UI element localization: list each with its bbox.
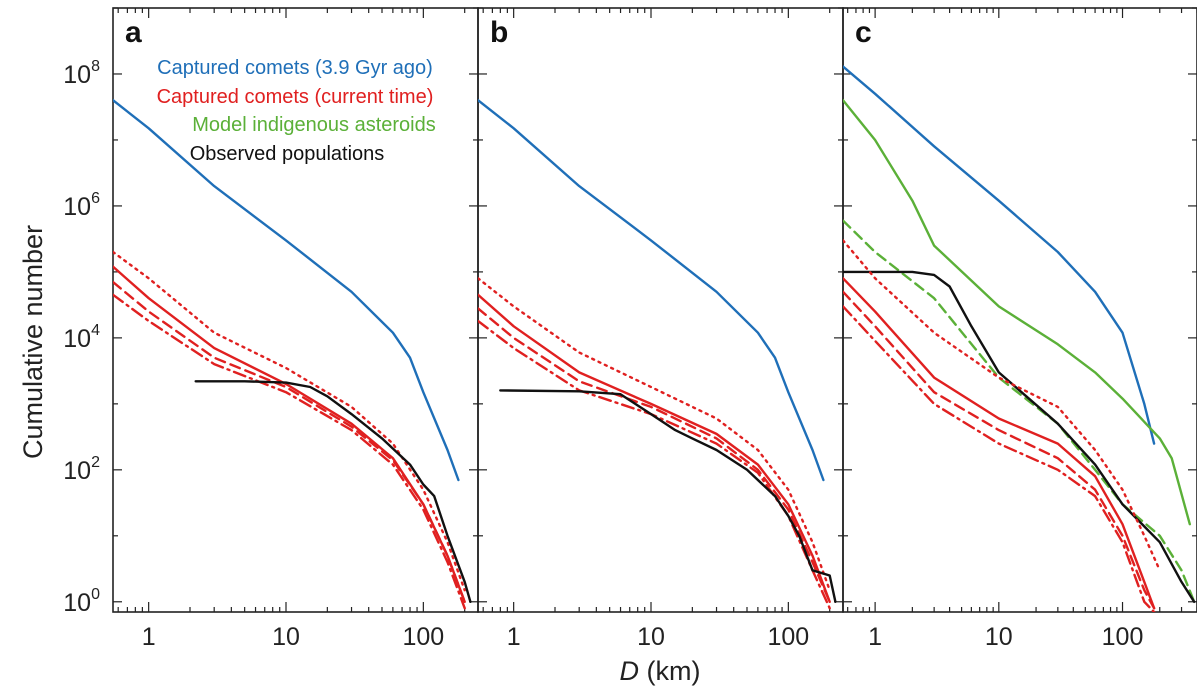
x-tick-label: 1 <box>142 623 156 651</box>
y-tick-labels: 100 102 104 106 108 <box>63 58 100 617</box>
series-red-dotted <box>843 239 1162 572</box>
panel-frame-b <box>477 7 844 613</box>
panel-series-b <box>478 98 837 610</box>
series-red-dashed <box>478 307 831 603</box>
x-axis-title-variable: D <box>620 656 640 686</box>
x-tick-label: 10 <box>985 623 1013 651</box>
series-green-solid <box>843 98 1192 526</box>
x-tick-label: 1 <box>868 623 882 651</box>
legend: Captured comets (3.9 Gyr ago) Captured c… <box>157 57 436 165</box>
series-black-solid <box>843 270 1196 603</box>
panel-label-b: b <box>490 16 508 49</box>
legend-item-model-indigenous-asteroids: Model indigenous asteroids <box>192 114 436 136</box>
legend-item-captured-comets-current: Captured comets (current time) <box>157 86 434 108</box>
series-red-dashed <box>113 280 466 603</box>
y-tick-label: 108 <box>63 58 100 89</box>
panel-series-c <box>843 65 1196 612</box>
x-tick-label: 10 <box>272 623 300 651</box>
x-tick-label: 10 <box>637 623 665 651</box>
panel-frame-c <box>842 7 1197 613</box>
y-tick-label: 104 <box>63 322 100 353</box>
x-tick-labels: 1 10 100 1 10 100 1 10 100 <box>142 623 1144 651</box>
series-layer <box>113 65 1196 612</box>
panel-label-a: a <box>125 16 142 49</box>
legend-item-captured-comets-3.9gyr: Captured comets (3.9 Gyr ago) <box>157 57 433 79</box>
series-red-dashdot <box>843 305 1156 612</box>
series-blue-solid <box>843 65 1156 445</box>
series-red-solid <box>478 293 831 603</box>
y-tick-label: 106 <box>63 190 100 221</box>
y-tick-label: 100 <box>63 586 100 617</box>
series-red-solid <box>843 277 1156 610</box>
series-black-solid <box>194 380 472 603</box>
x-tick-label: 100 <box>402 623 444 651</box>
x-tick-label: 100 <box>767 623 809 651</box>
x-axis-title-unit: (km) <box>639 656 700 686</box>
series-red-solid <box>113 265 466 603</box>
panels-layer: a b c <box>112 7 1197 613</box>
y-axis-title: Cumulative number <box>18 225 48 459</box>
y-tick-label: 102 <box>63 454 100 485</box>
x-axis-title: D (km) <box>620 656 701 686</box>
series-red-dotted <box>113 250 466 592</box>
series-black-solid <box>499 389 837 603</box>
series-green-dashed <box>843 219 1196 603</box>
series-red-dotted <box>478 277 831 592</box>
panel-label-c: c <box>855 16 872 49</box>
x-tick-label: 1 <box>507 623 521 651</box>
panel-series-a <box>113 98 472 610</box>
series-blue-solid <box>478 98 825 482</box>
tick-layer <box>113 7 1197 612</box>
legend-item-observed-populations: Observed populations <box>190 143 385 165</box>
series-blue-solid <box>113 98 460 482</box>
series-red-dashdot <box>113 293 466 610</box>
x-tick-label: 100 <box>1102 623 1144 651</box>
series-red-dashed <box>843 290 1156 610</box>
